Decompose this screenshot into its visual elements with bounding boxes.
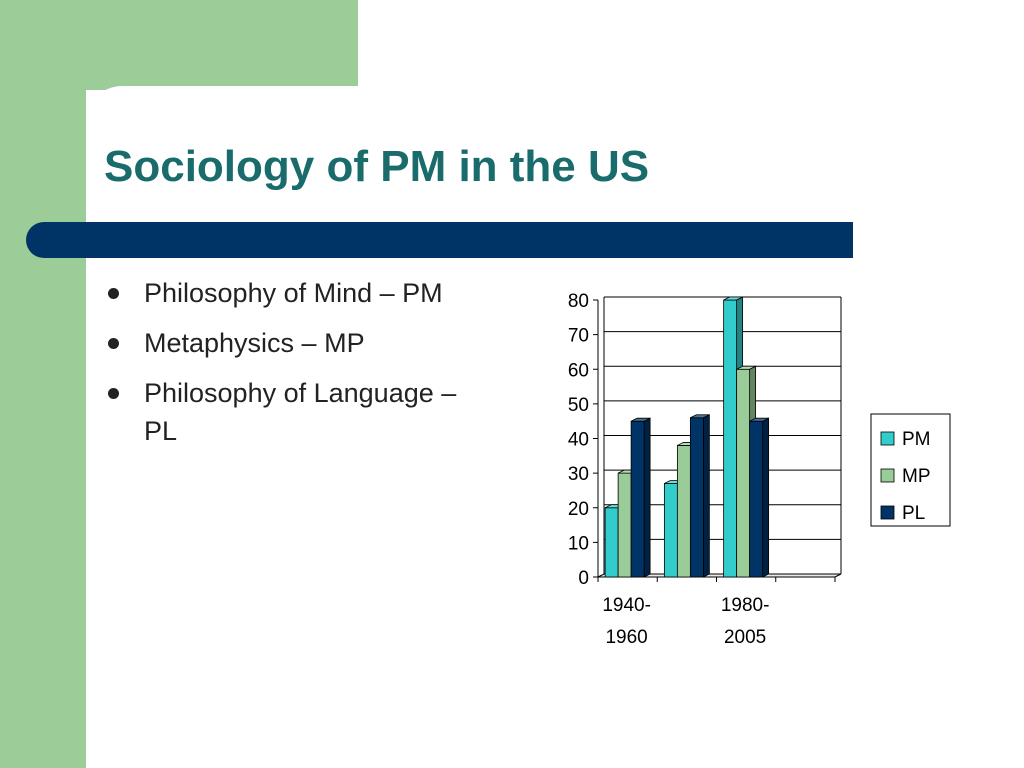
background-green-left — [0, 0, 86, 768]
x-tick-label: 1980- — [721, 595, 770, 616]
y-tick-label: 70 — [568, 326, 589, 347]
bullet-item: Philosophy of Language – PL — [108, 374, 478, 450]
y-tick-label: 60 — [568, 360, 589, 381]
bullet-dot-icon — [108, 338, 119, 349]
bullet-text: Metaphysics – MP — [144, 328, 365, 358]
bar-pl — [689, 417, 704, 578]
bar-mp — [736, 368, 751, 578]
legend-swatch-pl — [880, 505, 895, 520]
bullet-text: Philosophy of Language – PL — [144, 378, 457, 446]
bullet-item: Metaphysics – MP — [108, 324, 478, 362]
bullet-dot-icon — [108, 288, 119, 299]
slide-title: Sociology of PM in the US — [104, 142, 650, 191]
bar-top-pl — [749, 417, 769, 422]
legend-label-pl: PL — [902, 503, 925, 524]
y-tick-label: 0 — [578, 568, 589, 589]
title-divider-band — [26, 222, 853, 258]
bar-mp — [676, 445, 691, 578]
bar-top-mp — [736, 365, 756, 370]
x-tick-label: 2005 — [724, 627, 766, 648]
bar-top-pm — [723, 296, 743, 301]
bar-top-pl — [690, 414, 710, 419]
x-tick-label: 1960 — [605, 627, 647, 648]
bar-pm — [604, 507, 619, 578]
legend-label-mp: MP — [902, 466, 931, 487]
bar-side-pl — [762, 417, 770, 578]
x-tick-label: 1940- — [602, 595, 651, 616]
legend-label-pm: PM — [902, 429, 931, 450]
legend-swatch-pm — [880, 431, 895, 446]
bar-side-pl — [702, 414, 710, 578]
bar-pm — [663, 483, 678, 578]
y-tick-label: 10 — [568, 533, 589, 554]
bullet-item: Philosophy of Mind – PM — [108, 274, 478, 312]
legend-swatch-mp — [880, 468, 895, 483]
y-tick-label: 40 — [568, 430, 589, 451]
bar-pl — [749, 420, 764, 578]
bar-mp — [617, 472, 632, 578]
bar-pm — [723, 299, 738, 578]
y-tick-label: 30 — [568, 464, 589, 485]
bullet-list: Philosophy of Mind – PM Metaphysics – MP… — [108, 274, 478, 462]
bullet-dot-icon — [108, 388, 119, 399]
bar-top-pl — [630, 417, 651, 422]
bullet-text: Philosophy of Mind – PM — [144, 278, 443, 308]
bar-pl — [630, 420, 645, 578]
content-panel — [86, 86, 1024, 768]
bar-side-pl — [643, 417, 651, 578]
y-tick-label: 20 — [568, 499, 589, 520]
bar-chart: 0 10 20 30 40 50 60 70 80 1940- 1960 1980- 2005 PM MP P… — [568, 291, 951, 648]
y-tick-label: 80 — [568, 291, 589, 312]
y-tick-label: 50 — [568, 395, 589, 416]
